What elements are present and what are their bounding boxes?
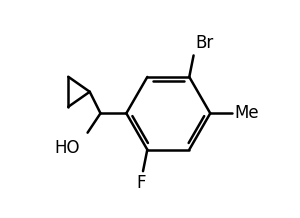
Text: HO: HO: [55, 139, 80, 157]
Text: F: F: [136, 174, 146, 192]
Text: Me: Me: [234, 104, 259, 122]
Text: Br: Br: [196, 34, 214, 52]
